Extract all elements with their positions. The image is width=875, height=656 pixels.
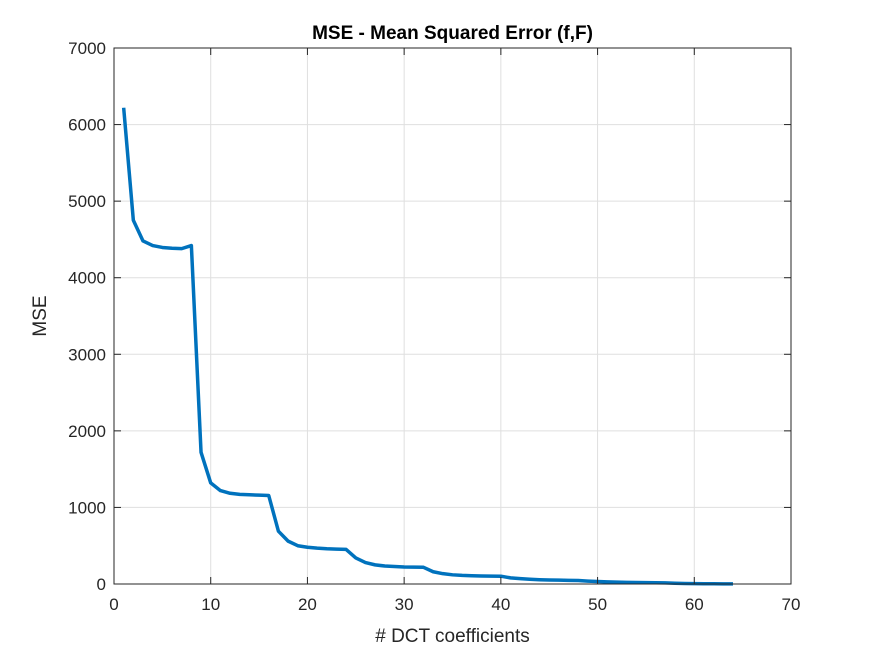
y-tick-label: 0 xyxy=(97,575,106,594)
y-tick-label: 6000 xyxy=(68,116,106,135)
plot-area xyxy=(114,48,791,584)
y-axis-label: MSE xyxy=(30,295,51,336)
y-tick-label: 1000 xyxy=(68,498,106,517)
x-tick-label: 10 xyxy=(201,595,220,614)
x-axis-label: # DCT coefficients xyxy=(375,626,530,647)
mse-series-line xyxy=(121,107,733,586)
y-tick-label: 4000 xyxy=(68,269,106,288)
x-tick-label: 60 xyxy=(685,595,704,614)
y-tick-label: 7000 xyxy=(68,39,106,58)
y-tick-label: 3000 xyxy=(68,345,106,364)
x-tick-label: 50 xyxy=(588,595,607,614)
x-tick-label: 70 xyxy=(782,595,801,614)
x-tick-label: 0 xyxy=(109,595,118,614)
x-tick-label: 30 xyxy=(395,595,414,614)
y-tick-label: 2000 xyxy=(68,422,106,441)
x-tick-label: 20 xyxy=(298,595,317,614)
y-tick-label: 5000 xyxy=(68,192,106,211)
x-tick-label: 40 xyxy=(491,595,510,614)
chart-title: MSE - Mean Squared Error (f,F) xyxy=(312,23,593,44)
ticks: 0 10 20 30 40 50 60 70 0 1000 2000 3000 4000 5000 6000… xyxy=(68,39,800,614)
grid xyxy=(114,48,791,584)
axes-box xyxy=(113,47,792,585)
